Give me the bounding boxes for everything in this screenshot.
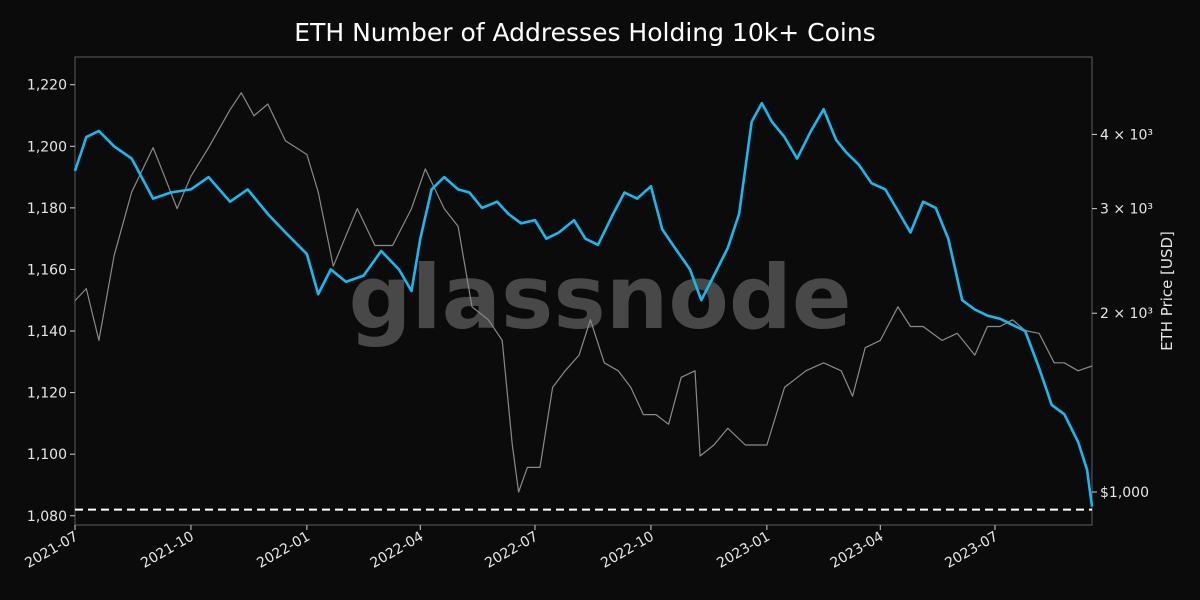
x-axis: 2021-07 2021-10 2022-01 2022-04 2022-07 2022-… [22,525,1001,572]
right-axis-tick-label: 3 × 10³ [1100,202,1153,218]
x-axis-tick-label: 2022-07 [482,529,541,572]
x-axis-tick-label: 2021-10 [138,529,197,572]
x-axis-tick-label: 2022-04 [368,529,427,572]
x-axis-tick-label: 2023-07 [942,529,1001,572]
right-axis-tick-label: 4 × 10³ [1100,127,1153,143]
left-axis-tick-label: 1,180 [27,201,67,217]
right-axis-title: ETH Price [USD] [1158,231,1176,351]
watermark-logo: glassnode [348,246,851,349]
left-axis-tick-label: 1,140 [27,324,67,340]
left-axis: 1,080 1,100 1,120 1,140 1,160 1,180 1,200 1,220 [27,78,75,525]
x-axis-tick-label: 2022-01 [254,529,313,572]
left-axis-tick-label: 1,160 [27,262,67,278]
x-axis-tick-label: 2021-07 [22,529,81,572]
plot-frame [74,56,1093,526]
series-layer [73,92,1094,511]
eth-price-line [74,92,1093,493]
left-axis-tick-label: 1,200 [27,139,67,155]
addresses-line [73,101,1094,507]
left-axis-tick-label: 1,080 [27,509,67,525]
x-axis-tick-label: 2023-04 [828,529,887,572]
left-axis-tick-label: 1,100 [27,447,67,463]
x-axis-tick-label: 2022-10 [598,529,657,572]
right-axis: $1,000 2 × 10³ 3 × 10³ 4 × 10³ [1092,127,1153,501]
right-axis-tick-label: 2 × 10³ [1100,306,1153,322]
left-axis-tick-label: 1,220 [27,78,67,94]
right-axis-tick-label: $1,000 [1100,485,1149,501]
left-axis-tick-label: 1,120 [27,386,67,402]
x-axis-tick-label: 2023-01 [714,529,773,572]
chart-title: ETH Number of Addresses Holding 10k+ Coi… [294,18,875,47]
